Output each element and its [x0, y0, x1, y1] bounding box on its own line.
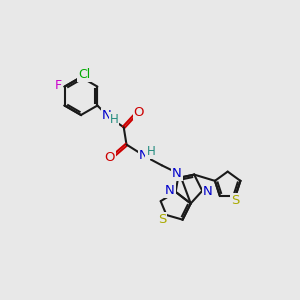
- Text: N: N: [172, 167, 182, 180]
- Text: F: F: [55, 79, 62, 92]
- Text: N: N: [165, 184, 175, 197]
- Text: O: O: [134, 106, 144, 119]
- Text: H: H: [110, 113, 118, 126]
- Text: Cl: Cl: [78, 68, 91, 81]
- Text: H: H: [146, 145, 155, 158]
- Text: N: N: [139, 149, 149, 162]
- Text: O: O: [105, 151, 115, 164]
- Text: S: S: [158, 213, 166, 226]
- Text: N: N: [102, 109, 112, 122]
- Text: N: N: [203, 185, 213, 198]
- Text: S: S: [231, 194, 240, 207]
